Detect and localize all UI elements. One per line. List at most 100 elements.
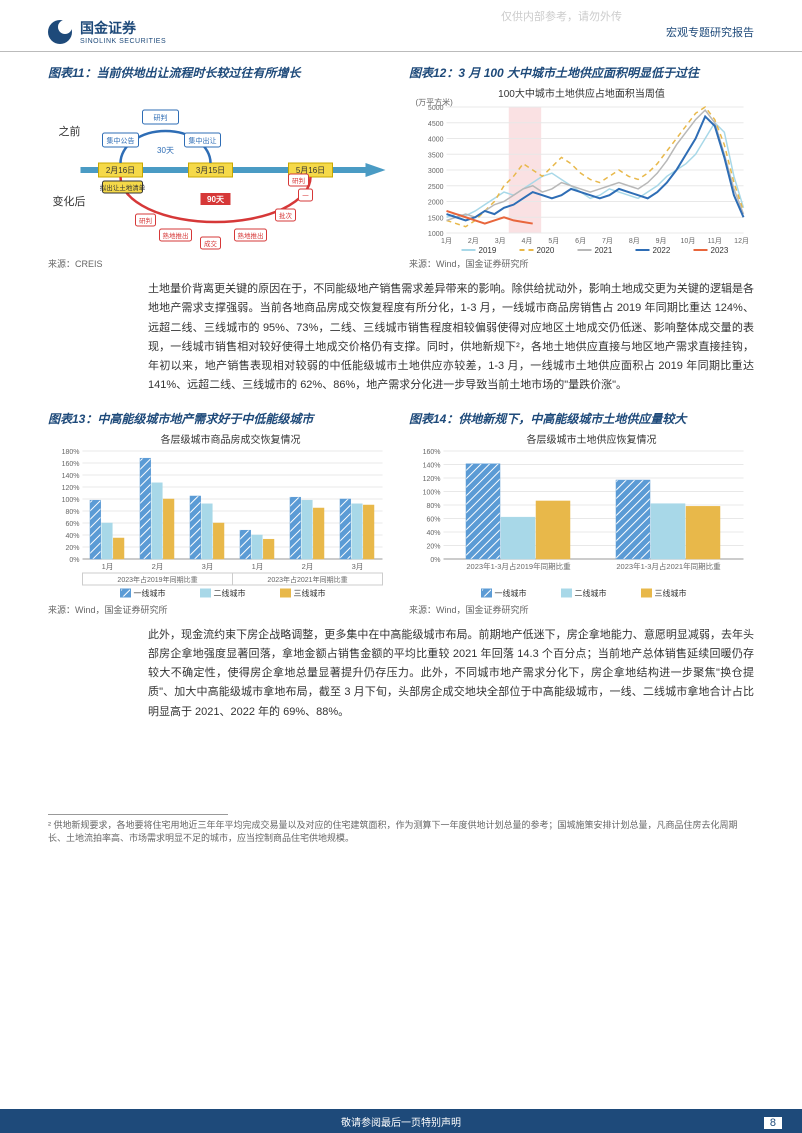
svg-text:11月: 11月: [708, 237, 722, 245]
report-type: 宏观专题研究报告: [666, 24, 754, 40]
logo-cn: 国金证券: [80, 18, 166, 38]
svg-text:之前: 之前: [59, 124, 81, 138]
svg-text:4500: 4500: [428, 121, 444, 128]
svg-text:2月: 2月: [468, 237, 479, 245]
chart-11-title: 图表11：当前供地出让流程时长较过往有所增长: [48, 64, 393, 81]
chart-11: 图表11：当前供地出让流程时长较过往有所增长 2月16日3月15日5月16日之前…: [48, 64, 393, 270]
svg-text:0%: 0%: [69, 557, 79, 564]
svg-text:40%: 40%: [426, 530, 440, 537]
svg-text:1500: 1500: [428, 215, 444, 222]
svg-text:集中公告: 集中公告: [107, 136, 135, 145]
svg-text:5000: 5000: [428, 105, 444, 112]
svg-text:三线城市: 三线城市: [655, 588, 687, 598]
svg-text:3月: 3月: [202, 562, 214, 571]
svg-text:10月: 10月: [681, 237, 696, 245]
svg-text:140%: 140%: [62, 473, 80, 480]
svg-text:2023年占2021年同期比重: 2023年占2021年同期比重: [267, 575, 347, 584]
svg-text:熟地推出: 熟地推出: [163, 231, 189, 240]
svg-text:30天: 30天: [157, 146, 174, 155]
svg-text:一线城市: 一线城市: [495, 588, 527, 598]
svg-text:二线城市: 二线城市: [214, 588, 246, 598]
svg-text:4月: 4月: [522, 237, 533, 245]
svg-text:一线城市: 一线城市: [134, 588, 166, 598]
logo-icon: [48, 20, 72, 44]
svg-text:3月15日: 3月15日: [196, 166, 225, 175]
svg-text:2500: 2500: [428, 184, 444, 191]
svg-text:9月: 9月: [656, 237, 667, 245]
chart-13-source: 来源：Wind，国金证券研究所: [48, 603, 393, 616]
svg-text:4000: 4000: [428, 137, 444, 144]
logo: 国金证券 SINOLINK SECURITIES: [48, 18, 166, 45]
svg-text:2月16日: 2月16日: [106, 166, 135, 175]
svg-text:各层级城市土地供应恢复情况: 各层级城市土地供应恢复情况: [527, 433, 657, 446]
svg-text:拟出让土地清单: 拟出让土地清单: [100, 183, 146, 192]
paragraph-2: 此外，现金流约束下房企战略调整，更多集中在中高能级城市布局。前期地产低迷下，房企…: [148, 626, 754, 722]
logo-en: SINOLINK SECURITIES: [80, 38, 166, 45]
svg-text:2月: 2月: [302, 562, 314, 571]
chart-12-area: 100大中城市土地供应占地面积当周值(万平方米)1000150020002500…: [409, 85, 754, 255]
svg-text:2000: 2000: [428, 200, 444, 207]
chart-12-title: 图表12：3 月 100 大中城市土地供应面积明显低于过往: [409, 64, 754, 81]
chart-12: 图表12：3 月 100 大中城市土地供应面积明显低于过往 100大中城市土地供…: [409, 64, 754, 270]
svg-text:2021: 2021: [595, 246, 613, 255]
svg-text:180%: 180%: [62, 449, 80, 456]
chart-14-title: 图表14：供地新规下，中高能级城市土地供应量较大: [409, 410, 754, 427]
svg-text:2019: 2019: [479, 246, 497, 255]
chart-13-area: 各层级城市商品房成交恢复情况0%20%40%60%80%100%120%140%…: [48, 431, 393, 601]
svg-text:60%: 60%: [65, 521, 79, 528]
svg-text:7月: 7月: [602, 237, 613, 245]
svg-text:80%: 80%: [65, 509, 79, 516]
svg-text:二线城市: 二线城市: [575, 588, 607, 598]
svg-text:20%: 20%: [65, 545, 79, 552]
chart-14: 图表14：供地新规下，中高能级城市土地供应量较大 各层级城市土地供应恢复情况 0%…: [409, 410, 754, 616]
svg-text:160%: 160%: [62, 461, 80, 468]
svg-text:6月: 6月: [575, 237, 586, 245]
svg-text:1000: 1000: [428, 231, 444, 238]
chart-14-source: 来源：Wind，国金证券研究所: [409, 603, 754, 616]
svg-text:100%: 100%: [423, 489, 441, 496]
svg-text:1月: 1月: [252, 562, 264, 571]
svg-text:批次: 批次: [279, 211, 293, 220]
svg-text:变化后: 变化后: [53, 194, 86, 208]
page-footer: 敬请参阅最后一页特别声明 8: [0, 1109, 802, 1133]
page-header: 国金证券 SINOLINK SECURITIES 宏观专题研究报告: [0, 0, 802, 52]
svg-text:2020: 2020: [537, 246, 555, 255]
svg-text:熟地推出: 熟地推出: [238, 231, 264, 240]
svg-text:0%: 0%: [430, 557, 440, 564]
svg-text:2023年1-3月占2019年同期比重: 2023年1-3月占2019年同期比重: [466, 561, 571, 571]
svg-text:100大中城市土地供应占地面积当周值: 100大中城市土地供应占地面积当周值: [498, 87, 665, 100]
svg-text:120%: 120%: [62, 485, 80, 492]
svg-text:成交: 成交: [204, 239, 218, 248]
svg-text:一: 一: [302, 193, 309, 200]
chart-13-title: 图表13：中高能级城市地产需求好于中低能级城市: [48, 410, 393, 427]
svg-text:40%: 40%: [65, 533, 79, 540]
svg-text:各层级城市商品房成交恢复情况: 各层级城市商品房成交恢复情况: [161, 433, 301, 446]
svg-text:8月: 8月: [629, 237, 640, 245]
svg-text:3月: 3月: [352, 562, 364, 571]
svg-text:60%: 60%: [426, 516, 440, 523]
svg-text:5月: 5月: [548, 237, 559, 245]
svg-text:12月: 12月: [734, 237, 749, 245]
svg-text:研判: 研判: [154, 113, 168, 122]
footer-text: 敬请参阅最后一页特别声明: [341, 1114, 461, 1129]
svg-text:120%: 120%: [423, 476, 441, 483]
chart-11-source: 来源：CREIS: [48, 257, 393, 270]
svg-text:3000: 3000: [428, 168, 444, 175]
svg-text:2月: 2月: [152, 562, 164, 571]
chart-14-area: 各层级城市土地供应恢复情况0%20%40%60%80%100%120%140%1…: [409, 431, 754, 601]
svg-text:集中出让: 集中出让: [189, 136, 217, 145]
svg-text:2023年占2019年同期比重: 2023年占2019年同期比重: [117, 575, 197, 584]
svg-text:2023: 2023: [711, 246, 729, 255]
svg-text:研判: 研判: [139, 216, 152, 225]
svg-text:160%: 160%: [423, 449, 441, 456]
watermark: 仅供内部参考，请勿外传: [501, 8, 622, 24]
svg-text:2023年1-3月占2021年同期比重: 2023年1-3月占2021年同期比重: [616, 561, 721, 571]
svg-text:研判: 研判: [292, 176, 305, 185]
svg-text:80%: 80%: [426, 503, 440, 510]
chart-12-source: 来源：Wind，国金证券研究所: [409, 257, 754, 270]
svg-text:3500: 3500: [428, 152, 444, 159]
footnote: ² 供地新规要求，各地要将住宅用地近三年年平均完成交易量以及对应的住宅建筑面积，…: [0, 815, 802, 846]
svg-text:20%: 20%: [426, 543, 440, 550]
svg-text:1月: 1月: [102, 562, 114, 571]
svg-text:1月: 1月: [441, 237, 452, 245]
